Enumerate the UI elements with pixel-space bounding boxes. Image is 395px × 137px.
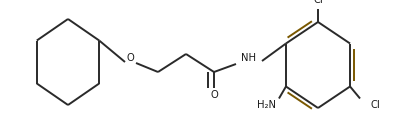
- Text: H₂N: H₂N: [257, 99, 276, 109]
- Text: Cl: Cl: [313, 0, 323, 5]
- Text: NH: NH: [241, 53, 256, 63]
- Text: O: O: [126, 53, 134, 63]
- Text: Cl: Cl: [370, 99, 380, 109]
- Text: O: O: [210, 90, 218, 100]
